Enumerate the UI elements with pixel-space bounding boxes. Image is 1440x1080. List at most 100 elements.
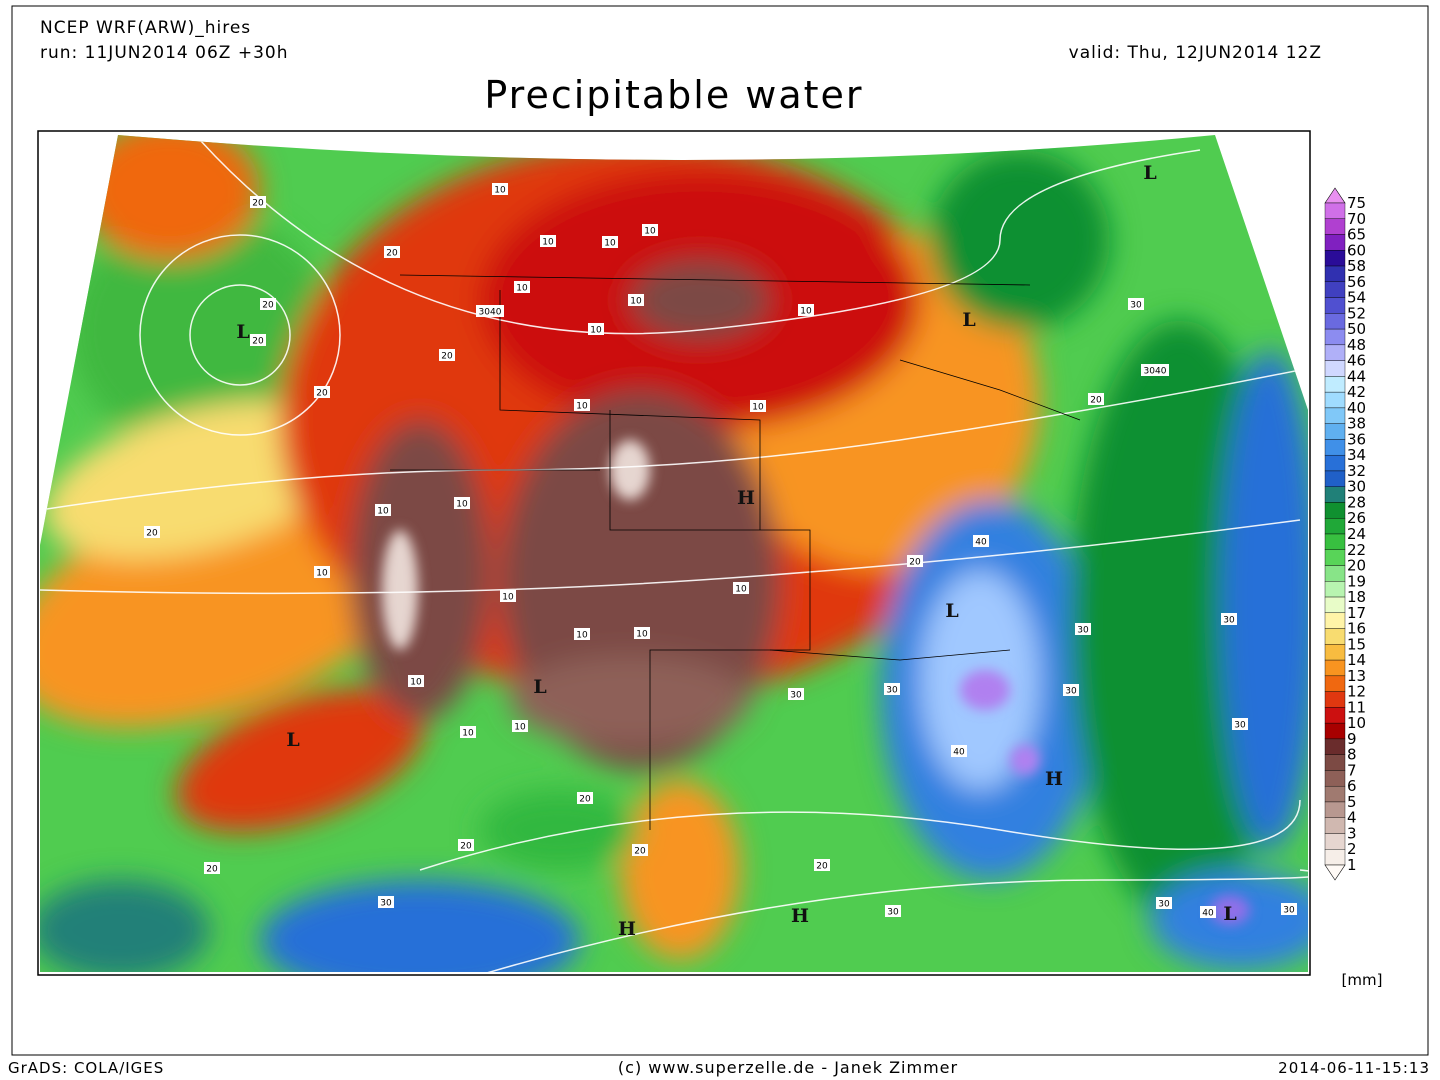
contour-label: 10 — [630, 297, 642, 307]
contour-label-box — [492, 183, 508, 195]
contour-label-box — [375, 504, 391, 516]
legend-label: 30 — [1347, 478, 1366, 496]
legend-label: 3 — [1347, 824, 1357, 842]
contour-label: 20 — [316, 389, 328, 399]
contour-label-box — [144, 526, 160, 538]
legend-label: 8 — [1347, 746, 1357, 764]
pressure-center: L — [962, 309, 975, 331]
legend-label: 36 — [1347, 430, 1366, 448]
contour-label-box — [458, 839, 474, 851]
legend-swatch — [1324, 738, 1346, 755]
contour-label: 20 — [1090, 396, 1102, 406]
legend-label: 4 — [1347, 809, 1357, 827]
contour-label: 10 — [644, 227, 656, 237]
legend-label: 5 — [1347, 793, 1357, 811]
contour-label-box — [798, 304, 814, 316]
legend-swatch — [1324, 518, 1346, 535]
contour-label-box — [628, 294, 644, 306]
contour-label-box — [634, 627, 650, 639]
legend-swatch — [1324, 454, 1346, 472]
legend-label: 15 — [1347, 635, 1366, 653]
legend-swatch — [1324, 707, 1346, 724]
contour-label: 30 — [790, 691, 802, 701]
contour-label: 20 — [206, 865, 218, 875]
contour-label: 20 — [252, 337, 264, 347]
contour-label-box — [1221, 613, 1237, 625]
footer-center: (c) www.superzelle.de - Janek Zimmer — [618, 1058, 958, 1077]
legend-swatch — [1324, 502, 1346, 519]
contour-label: 30 — [1223, 616, 1235, 626]
contour-label: 3040 — [479, 308, 502, 318]
contour-label: 20 — [441, 352, 453, 362]
legend-arrow-top — [1324, 187, 1346, 204]
contour-label-box — [439, 349, 455, 361]
legend-label: 22 — [1347, 541, 1366, 559]
legend-swatch — [1324, 439, 1346, 456]
legend-swatch — [1324, 313, 1346, 330]
contour-label: 10 — [502, 593, 514, 603]
contour-label-box — [476, 305, 504, 317]
contour-label-box — [408, 675, 424, 687]
outer-frame — [11, 5, 1429, 1056]
contour-label-box — [814, 859, 830, 871]
contour-label: 20 — [460, 842, 472, 852]
legend-swatch — [1324, 785, 1346, 803]
legend-swatch — [1324, 234, 1346, 251]
contour-label: 10 — [752, 403, 764, 413]
contour-label: 30 — [1234, 721, 1246, 731]
contour-label: 10 — [800, 307, 812, 317]
contour-label-box — [733, 582, 749, 594]
legend-label: 14 — [1347, 651, 1366, 669]
contour-label: 30 — [1077, 626, 1089, 636]
legend-unit: [mm] — [1342, 971, 1383, 989]
legend-label: 44 — [1347, 367, 1366, 385]
contour-label-box — [788, 688, 804, 700]
legend-label: 12 — [1347, 683, 1366, 701]
legend-swatch — [1324, 581, 1346, 598]
map-field — [40, 135, 1308, 972]
legend-swatch — [1324, 849, 1346, 866]
legend-swatch — [1324, 691, 1346, 708]
pressure-center: L — [286, 729, 299, 751]
contour-label-box — [750, 400, 766, 412]
legend-label: 50 — [1347, 320, 1366, 338]
legend-swatch — [1324, 470, 1346, 487]
contour-label: 20 — [579, 795, 591, 805]
legend-label: 65 — [1347, 226, 1366, 244]
legend-label: 60 — [1347, 241, 1366, 259]
legend-swatch — [1324, 565, 1346, 582]
legend-swatch — [1324, 218, 1346, 235]
pressure-center: H — [791, 905, 809, 927]
legend-label: 17 — [1347, 604, 1366, 622]
pressure-center: H — [1045, 768, 1063, 790]
contour-label: 10 — [590, 326, 602, 336]
legend-swatch — [1324, 549, 1346, 566]
contour-label-box — [454, 497, 470, 509]
contour-label: 10 — [316, 569, 328, 579]
legend-swatch — [1324, 770, 1346, 787]
contour-label: 30 — [1158, 900, 1170, 910]
color-legend: 7570656058565452504846444240383634323028… — [1324, 187, 1366, 881]
contour-label-box — [514, 281, 530, 293]
contour-label-box — [1063, 684, 1079, 696]
contour-label: 10 — [576, 402, 588, 412]
contour-label: 10 — [516, 284, 528, 294]
contour-label-box — [512, 720, 528, 732]
legend-swatch — [1324, 675, 1346, 692]
model-name: NCEP WRF(ARW)_hires — [40, 18, 251, 38]
legend-swatch — [1324, 801, 1346, 818]
legend-label: 20 — [1347, 557, 1366, 575]
pressure-center: L — [945, 600, 958, 622]
contour-label-box — [314, 386, 330, 398]
contour-label: 30 — [1130, 301, 1142, 311]
contour-label: 10 — [494, 186, 506, 196]
contour-label: 20 — [262, 301, 274, 311]
pressure-center: L — [236, 321, 249, 343]
footer-left: GrADS: COLA/IGES — [8, 1059, 164, 1077]
contour-label: 30 — [380, 899, 392, 909]
legend-swatch — [1324, 281, 1346, 298]
legend-swatch — [1324, 754, 1346, 771]
contour-label: 20 — [252, 199, 264, 209]
contour-label-box — [588, 323, 604, 335]
legend-label: 52 — [1347, 304, 1366, 322]
